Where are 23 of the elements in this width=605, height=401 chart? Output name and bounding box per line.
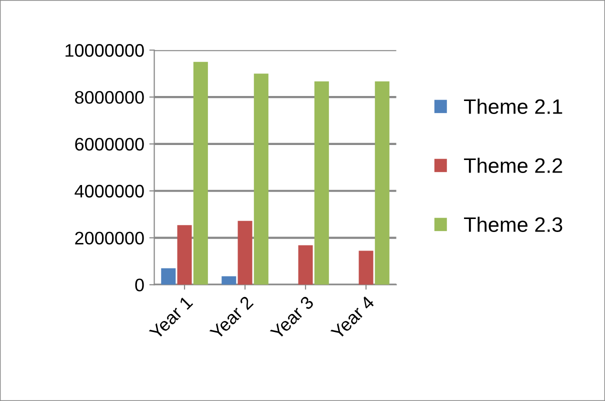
bar <box>374 81 390 285</box>
y-tick-label: 8000000 <box>75 90 144 104</box>
y-tick-label: 6000000 <box>75 138 144 151</box>
bar <box>314 81 329 285</box>
bar <box>298 245 313 285</box>
bar <box>254 74 268 285</box>
x-tick-label: Year 4 <box>330 295 376 340</box>
x-tick-label: Year 3 <box>270 295 314 340</box>
bar <box>177 225 192 285</box>
y-tick-label: 0 <box>135 278 144 292</box>
bar <box>193 62 208 285</box>
x-tick-label: Year 1 <box>148 296 194 340</box>
x-tick-label: Year 2 <box>209 295 254 340</box>
y-tick-label: 2000000 <box>75 232 144 245</box>
legend-label: Theme 2.3 <box>464 216 562 232</box>
bar <box>222 276 236 285</box>
bar <box>358 250 374 285</box>
legend-label: Theme 2.2 <box>464 158 562 174</box>
legend-label: Theme 2.1 <box>464 98 562 114</box>
bar <box>238 220 252 285</box>
y-tick-label: 10000000 <box>66 44 144 57</box>
y-tick-label: 4000000 <box>74 184 144 198</box>
bar <box>161 268 176 285</box>
